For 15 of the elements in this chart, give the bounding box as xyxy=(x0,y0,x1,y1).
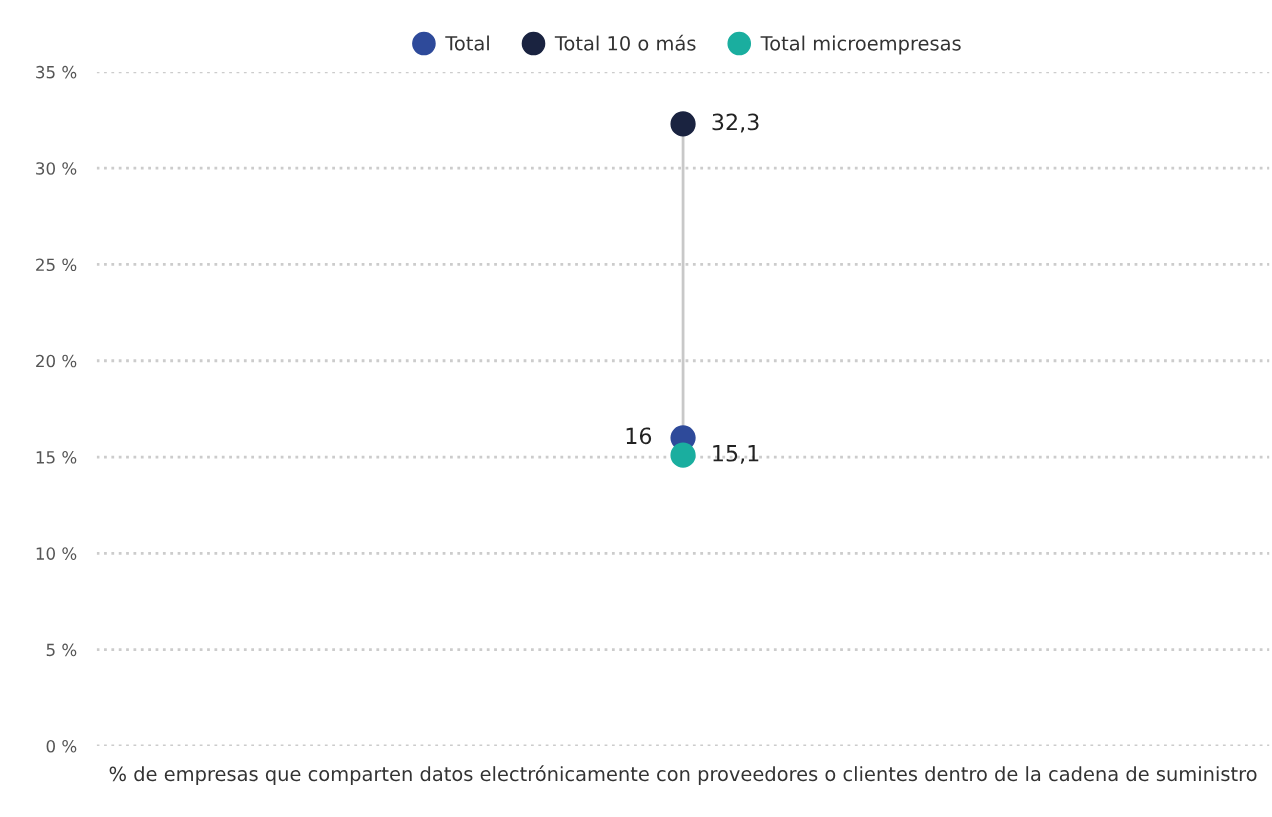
data-label: 15,1 xyxy=(713,445,759,464)
legend-label: Total microempresas xyxy=(760,35,961,55)
y-tick-label: 15 % xyxy=(36,451,77,464)
data-label: 16 xyxy=(626,427,652,445)
y-tick-label: 35 % xyxy=(36,65,77,79)
legend-label: Total 10 o más xyxy=(554,34,696,51)
y-tick-label: 25 % xyxy=(36,258,77,272)
y-tick-label: 20 % xyxy=(36,354,77,368)
data-label: 32,3 xyxy=(712,113,759,133)
y-tick-label: 30 % xyxy=(36,162,77,175)
y-tick-label: 0 % xyxy=(46,739,77,753)
x-tick-label: % de empresas que comparten datos electrónicamente con proveedores o clientes dentro de la cadena de suministro xyxy=(109,765,1257,785)
legend-label: Total xyxy=(445,35,489,51)
y-tick-label: 5 % xyxy=(46,643,77,657)
y-tick-label: 10 % xyxy=(36,547,77,560)
